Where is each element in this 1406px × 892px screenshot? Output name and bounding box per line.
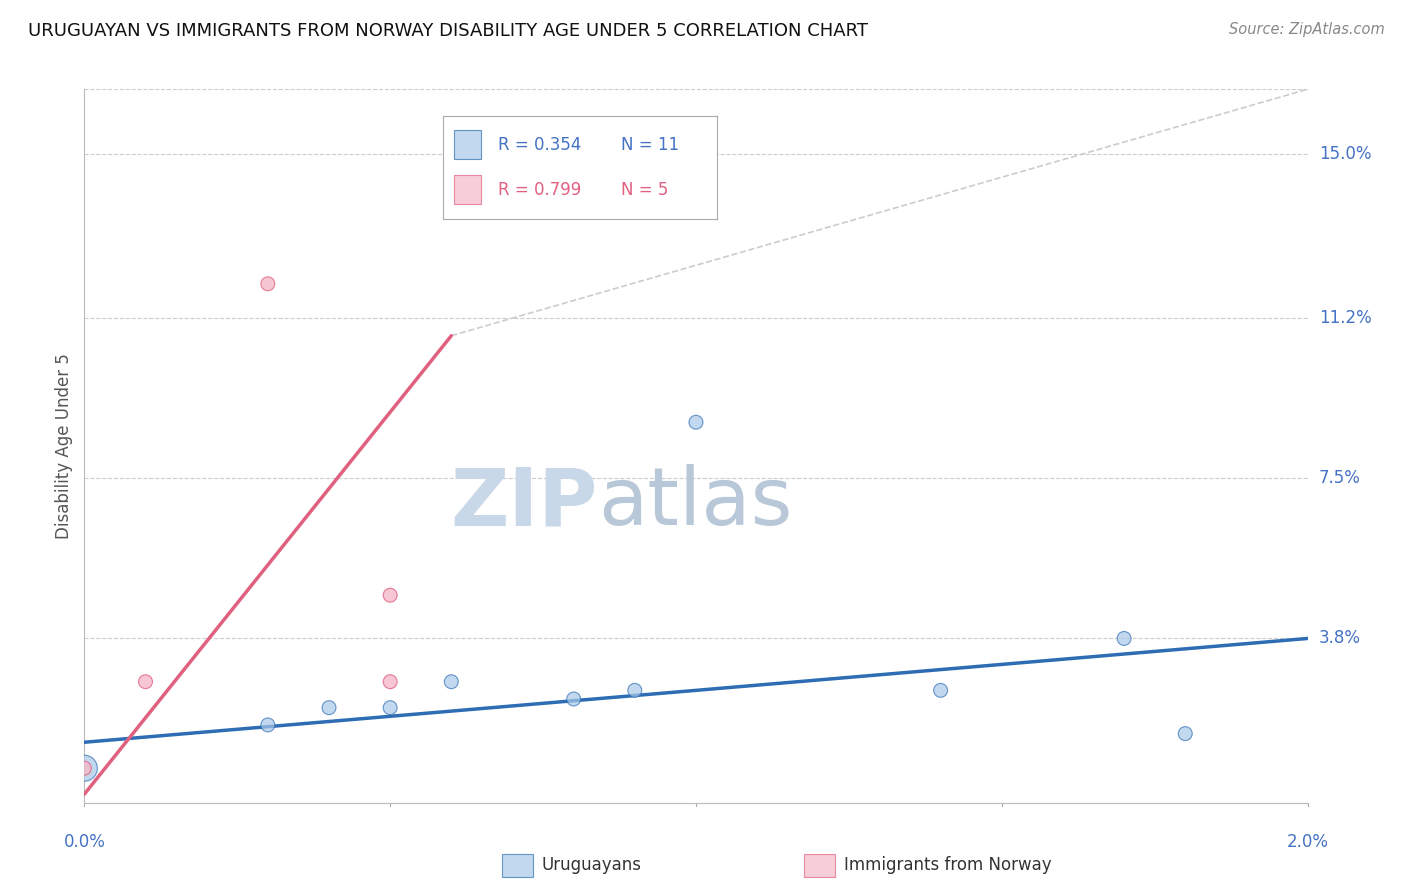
Text: N = 11: N = 11 <box>621 136 679 153</box>
Point <box>73 761 96 775</box>
Text: 15.0%: 15.0% <box>1319 145 1371 163</box>
Text: N = 5: N = 5 <box>621 181 668 199</box>
Point <box>929 683 952 698</box>
Text: Uruguayans: Uruguayans <box>541 856 641 874</box>
Point <box>257 718 280 732</box>
Bar <box>454 130 481 159</box>
Text: ZIP: ZIP <box>451 464 598 542</box>
Point <box>135 674 157 689</box>
Point <box>1114 632 1136 646</box>
Text: R = 0.799: R = 0.799 <box>498 181 581 199</box>
Point <box>562 692 585 706</box>
Text: R = 0.354: R = 0.354 <box>498 136 581 153</box>
Text: URUGUAYAN VS IMMIGRANTS FROM NORWAY DISABILITY AGE UNDER 5 CORRELATION CHART: URUGUAYAN VS IMMIGRANTS FROM NORWAY DISA… <box>28 22 868 40</box>
Point <box>1174 726 1197 740</box>
Text: 3.8%: 3.8% <box>1319 630 1361 648</box>
Point <box>685 415 707 429</box>
Bar <box>454 176 481 204</box>
Text: Source: ZipAtlas.com: Source: ZipAtlas.com <box>1229 22 1385 37</box>
Point <box>318 700 340 714</box>
Text: atlas: atlas <box>598 464 793 542</box>
Point <box>380 700 402 714</box>
Y-axis label: Disability Age Under 5: Disability Age Under 5 <box>55 353 73 539</box>
Text: 7.5%: 7.5% <box>1319 469 1361 487</box>
Text: 0.0%: 0.0% <box>63 833 105 851</box>
Point <box>440 674 463 689</box>
Point <box>380 674 402 689</box>
Point <box>380 588 402 602</box>
Text: 2.0%: 2.0% <box>1286 833 1329 851</box>
Point <box>73 761 96 775</box>
Text: 11.2%: 11.2% <box>1319 310 1371 327</box>
Point <box>257 277 280 291</box>
Point <box>624 683 647 698</box>
Text: Immigrants from Norway: Immigrants from Norway <box>844 856 1052 874</box>
